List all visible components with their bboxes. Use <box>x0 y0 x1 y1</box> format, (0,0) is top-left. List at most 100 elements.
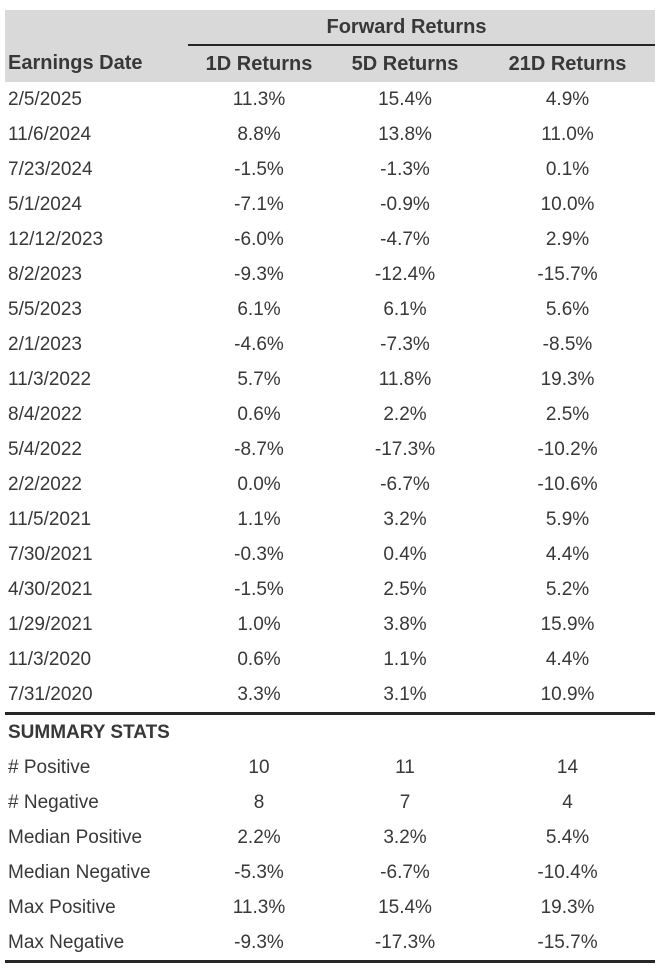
summary-5d-cell: -17.3% <box>374 931 436 953</box>
earnings-date-cell: 7/30/2021 <box>8 543 93 565</box>
return-21d-cell: -10.6% <box>537 473 598 495</box>
summary-5d-cell: 7 <box>399 791 411 813</box>
return-21d-cell: 4.9% <box>545 88 590 110</box>
return-1d-cell: -4.6% <box>234 333 284 355</box>
table-row: 2/2/2022 0.0% -6.7% -10.6% <box>5 467 655 502</box>
earnings-date-cell: 7/31/2020 <box>8 683 93 705</box>
summary-5d-cell: 15.4% <box>378 896 432 918</box>
summary-stat-label: Median Negative <box>8 861 151 883</box>
return-21d-cell: 15.9% <box>540 613 595 635</box>
summary-row: Median Positive 2.2% 3.2% 5.4% <box>5 820 655 855</box>
earnings-date-cell: 12/12/2023 <box>8 228 104 250</box>
return-1d-cell: -1.5% <box>234 578 284 600</box>
earnings-date-cell: 5/4/2022 <box>8 438 82 460</box>
column-header-5d-returns: 5D Returns <box>330 45 480 82</box>
summary-stat-label: # Negative <box>8 791 99 813</box>
return-5d-cell: -6.7% <box>380 473 430 495</box>
earnings-date-cell: 2/1/2023 <box>8 333 82 355</box>
return-1d-cell: 1.0% <box>237 613 281 635</box>
summary-1d-cell: 2.2% <box>237 826 281 848</box>
return-5d-cell: -12.4% <box>374 263 436 285</box>
table-row: 7/23/2024 -1.5% -1.3% 0.1% <box>5 152 655 187</box>
return-1d-cell: 0.6% <box>237 648 281 670</box>
table-row: 11/3/2022 5.7% 11.8% 19.3% <box>5 362 655 397</box>
summary-section: SUMMARY STATS # Positive 10 11 14 # Negative… <box>5 712 655 962</box>
earnings-rows: 2/5/2025 11.3% 15.4% 4.9% 11/6/2024 8.8% 13.8%… <box>5 82 655 714</box>
table-row: 5/4/2022 -8.7% -17.3% -10.2% <box>5 432 655 467</box>
return-5d-cell: -17.3% <box>374 438 436 460</box>
summary-row: # Positive 10 11 14 <box>5 750 655 785</box>
forward-returns-group-header: Forward Returns <box>188 10 655 46</box>
table-row: 1/29/2021 1.0% 3.8% 15.9% <box>5 607 655 642</box>
return-5d-cell: -1.3% <box>380 158 430 180</box>
column-header-21d-returns: 21D Returns <box>480 45 655 82</box>
summary-21d-cell: 5.4% <box>545 826 590 848</box>
table-row: 8/2/2023 -9.3% -12.4% -15.7% <box>5 257 655 292</box>
return-5d-cell: 13.8% <box>378 123 432 145</box>
summary-1d-cell: -5.3% <box>234 861 284 883</box>
column-header-earnings-date: Earnings Date <box>5 45 188 82</box>
summary-stat-label: Max Negative <box>8 931 125 953</box>
summary-stat-label: Median Positive <box>8 826 143 848</box>
table-row: 7/30/2021 -0.3% 0.4% 4.4% <box>5 537 655 572</box>
table-row: 11/6/2024 8.8% 13.8% 11.0% <box>5 117 655 152</box>
summary-row: Max Negative -9.3% -17.3% -15.7% <box>5 925 655 962</box>
summary-stat-label: # Positive <box>8 756 91 778</box>
summary-stat-label: Max Positive <box>8 896 116 918</box>
table-row: 4/30/2021 -1.5% 2.5% 5.2% <box>5 572 655 607</box>
earnings-date-cell: 11/3/2020 <box>8 648 92 670</box>
earnings-date-cell: 11/3/2022 <box>8 368 92 390</box>
summary-1d-cell: 10 <box>248 756 270 778</box>
summary-title-row: SUMMARY STATS <box>5 712 655 750</box>
earnings-date-cell: 5/1/2024 <box>8 193 82 215</box>
table-row: 2/1/2023 -4.6% -7.3% -8.5% <box>5 327 655 362</box>
column-header-1d-returns: 1D Returns <box>188 45 330 82</box>
table-row: 5/1/2024 -7.1% -0.9% 10.0% <box>5 187 655 222</box>
forward-returns-table: Forward Returns Earnings Date 1D Returns… <box>5 10 655 963</box>
return-1d-cell: -1.5% <box>234 158 284 180</box>
summary-row: Median Negative -5.3% -6.7% -10.4% <box>5 855 655 890</box>
table-row: 12/12/2023 -6.0% -4.7% 2.9% <box>5 222 655 257</box>
return-1d-cell: -7.1% <box>234 193 284 215</box>
earnings-date-cell: 7/23/2024 <box>8 158 93 180</box>
return-1d-cell: 0.6% <box>237 403 281 425</box>
return-21d-cell: -10.2% <box>537 438 598 460</box>
summary-1d-cell: -9.3% <box>234 931 284 953</box>
table-row: 11/5/2021 1.1% 3.2% 5.9% <box>5 502 655 537</box>
return-5d-cell: 11.8% <box>378 368 432 390</box>
return-1d-cell: 6.1% <box>237 298 281 320</box>
table-header: Forward Returns Earnings Date 1D Returns… <box>5 10 655 82</box>
summary-1d-cell: 11.3% <box>232 896 286 918</box>
summary-21d-cell: -10.4% <box>537 861 598 883</box>
return-5d-cell: 3.8% <box>383 613 427 635</box>
column-header-row: Earnings Date 1D Returns 5D Returns 21D … <box>5 45 655 82</box>
earnings-date-cell: 8/2/2023 <box>8 263 82 285</box>
return-21d-cell: 5.2% <box>545 578 590 600</box>
return-1d-cell: -8.7% <box>234 438 284 460</box>
return-21d-cell: 5.9% <box>545 508 590 530</box>
summary-row: Max Positive 11.3% 15.4% 19.3% <box>5 890 655 925</box>
summary-5d-cell: 11 <box>395 756 415 778</box>
return-1d-cell: 0.0% <box>237 473 281 495</box>
return-21d-cell: 4.4% <box>545 648 590 670</box>
table-row: 8/4/2022 0.6% 2.2% 2.5% <box>5 397 655 432</box>
return-21d-cell: 2.9% <box>545 228 590 250</box>
return-5d-cell: 2.5% <box>383 578 427 600</box>
return-21d-cell: -15.7% <box>537 263 598 285</box>
return-1d-cell: 1.1% <box>237 508 281 530</box>
return-21d-cell: 11.0% <box>541 123 594 145</box>
summary-1d-cell: 8 <box>253 791 265 813</box>
return-5d-cell: 3.2% <box>383 508 427 530</box>
summary-row: # Negative 8 7 4 <box>5 785 655 820</box>
return-5d-cell: 2.2% <box>383 403 427 425</box>
return-5d-cell: -4.7% <box>380 228 430 250</box>
summary-21d-cell: 19.3% <box>540 896 595 918</box>
return-5d-cell: 0.4% <box>383 543 427 565</box>
return-5d-cell: 1.1% <box>383 648 427 670</box>
return-1d-cell: -0.3% <box>234 543 284 565</box>
earnings-date-cell: 2/2/2022 <box>8 473 82 495</box>
return-5d-cell: -0.9% <box>380 193 430 215</box>
return-1d-cell: 3.3% <box>237 683 281 705</box>
return-5d-cell: -7.3% <box>380 333 430 355</box>
